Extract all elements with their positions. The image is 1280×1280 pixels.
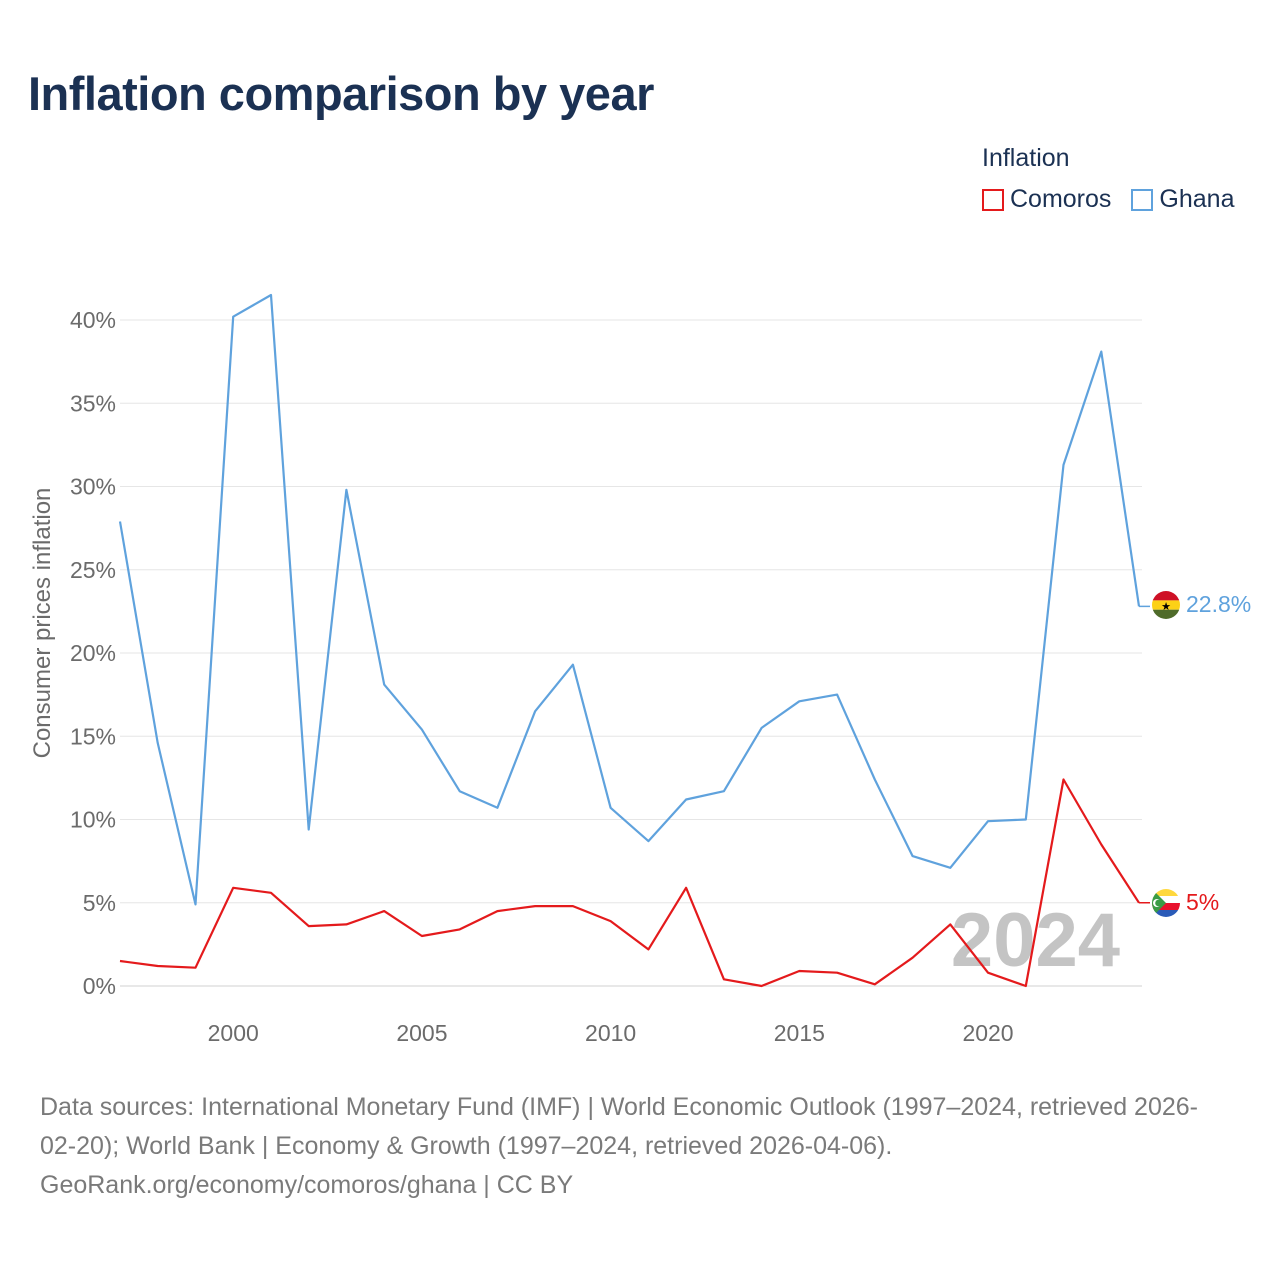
x-tick-label: 2010 [585,1020,636,1046]
y-tick-label: 20% [70,640,116,666]
legend: Comoros Ghana [982,185,1234,214]
comoros-flag-icon [1152,889,1180,917]
footer-line-3: GeoRank.org/economy/comoros/ghana | CC B… [40,1171,574,1199]
y-axis-ticks: 0% 5% 10% 15% 20% 25% 30% 35% 40% [70,307,116,999]
y-tick-label: 40% [70,307,116,333]
y-axis-label: Consumer prices inflation [29,488,56,759]
legend-swatch-ghana [1131,188,1154,211]
x-tick-label: 2015 [774,1020,825,1046]
y-tick-label: 5% [83,890,116,916]
year-watermark: 2024 [951,898,1120,983]
legend-item-comoros[interactable]: Comoros [982,185,1111,214]
y-tick-label: 35% [70,390,116,416]
legend-title: Inflation [982,144,1070,172]
legend-item-ghana[interactable]: Ghana [1131,185,1234,214]
legend-label-ghana: Ghana [1159,185,1235,213]
series-line-comoros[interactable] [119,778,1140,988]
comoros-end-value-label: 5% [1186,889,1219,915]
y-tick-label: 10% [70,807,116,833]
source-footer: Data sources: International Monetary Fun… [40,1088,1250,1205]
legend-label-comoros: Comoros [1010,185,1112,213]
x-tick-label: 2005 [396,1020,447,1046]
legend-swatch-comoros [982,188,1004,211]
x-tick-label: 2020 [962,1020,1013,1046]
x-tick-label: 2000 [208,1020,259,1046]
ghana-flag-icon: ★ [1152,591,1180,619]
x-axis-ticks: 2000 2005 2010 2015 2020 [208,1020,1014,1046]
y-tick-label: 0% [83,973,116,999]
y-tick-label: 30% [70,474,116,500]
grid-lines [120,319,1142,987]
chart-title: Inflation comparison by year [28,67,654,120]
ghana-end-value-label: 22.8% [1186,591,1251,617]
series-line-ghana[interactable] [118,293,1141,906]
y-tick-label: 25% [70,557,116,583]
footer-line-2: 02-20); World Bank | Economy & Growth (1… [40,1132,893,1160]
series-lines [118,293,1150,988]
footer-line-1: Data sources: International Monetary Fun… [40,1093,1198,1121]
y-tick-label: 15% [70,723,116,749]
svg-text:★: ★ [1161,600,1171,613]
